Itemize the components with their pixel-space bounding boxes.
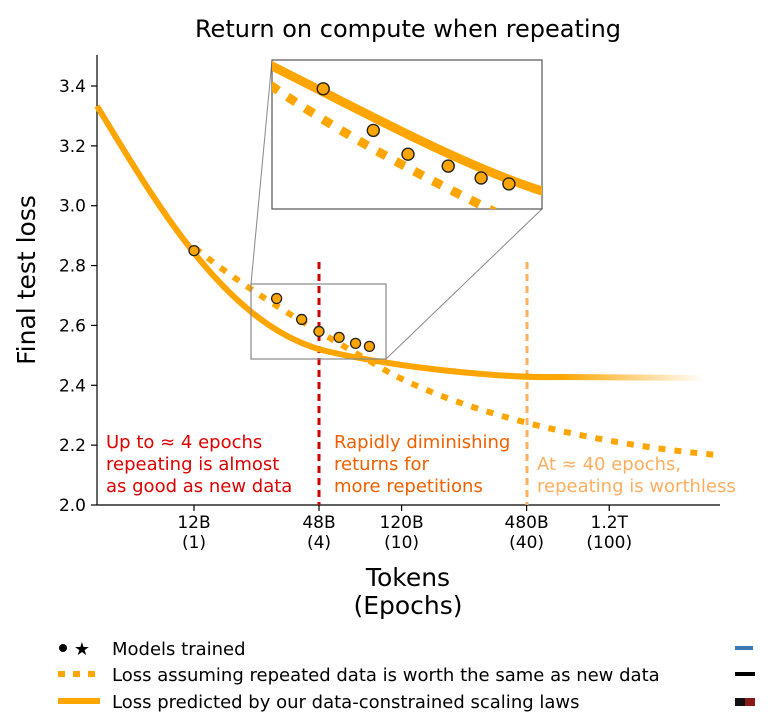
series-solid-line xyxy=(94,104,561,381)
model-point xyxy=(296,313,308,326)
x-tick-label-tokens: 1.2T xyxy=(591,513,629,533)
annotation-40-epochs: At ≈ 40 epochs, repeating is worthless xyxy=(537,454,736,497)
model-point xyxy=(363,340,376,353)
y-tick-label: 3.0 xyxy=(59,197,86,217)
x-tick-label-tokens: 480B xyxy=(505,513,549,533)
model-point xyxy=(313,325,325,338)
legend-color-swatch-black xyxy=(735,672,755,676)
legend-label-solid: Loss predicted by our data-constrained s… xyxy=(112,692,580,713)
y-tick-label: 2.4 xyxy=(59,376,86,396)
series-dotted-line xyxy=(193,245,719,458)
x-tick-label-tokens: 48B xyxy=(302,513,335,533)
y-axis-label: Final test loss xyxy=(12,195,41,365)
x-tick-label-epochs: (100) xyxy=(586,533,632,553)
y-tick-label: 2.8 xyxy=(59,257,86,277)
y-tick-label: 2.0 xyxy=(59,496,86,516)
zoom-box xyxy=(250,283,387,360)
inset-model-point xyxy=(316,82,330,96)
inset-model-point xyxy=(366,123,381,138)
x-axis-label-line2: (Epochs) xyxy=(353,591,462,620)
model-point xyxy=(188,244,200,257)
annotation-diminishing: Rapidly diminishing returns for more rep… xyxy=(334,432,516,497)
legend-label-dotted: Loss assuming repeated data is worth the… xyxy=(112,665,660,686)
x-axis-label-line1: Tokens xyxy=(365,563,450,592)
inset-model-point xyxy=(474,171,488,185)
inset-markers xyxy=(316,82,516,191)
legend-color-swatch-blue xyxy=(735,646,753,650)
y-tick-label: 3.4 xyxy=(59,77,86,97)
legend-star-marker: ★ xyxy=(74,639,90,660)
inset-model-point xyxy=(401,147,415,161)
x-tick-label-epochs: (40) xyxy=(509,533,544,553)
x-tick-label-tokens: 12B xyxy=(177,513,210,533)
y-tick-label: 3.2 xyxy=(59,137,86,157)
y-tick-label: 2.6 xyxy=(59,316,86,336)
legend-color-swatch-dark xyxy=(735,698,745,706)
zoom-connector-right xyxy=(385,208,543,360)
x-tick-label-epochs: (4) xyxy=(307,533,331,553)
chart-title: Return on compute when repeating xyxy=(195,15,621,43)
inset-plot xyxy=(271,59,543,210)
inset-model-point xyxy=(502,177,516,191)
inset-model-point xyxy=(441,159,455,173)
zoom-connector-left xyxy=(250,59,273,285)
legend: ★ Models trained Loss assuming repeated … xyxy=(58,639,755,713)
legend-dot-marker xyxy=(59,644,67,652)
model-markers xyxy=(188,244,376,353)
model-point xyxy=(333,331,345,344)
annotation-4-epochs: Up to ≈ 4 epochs repeating is almost as … xyxy=(106,432,292,497)
model-point xyxy=(270,292,283,305)
x-tick-label-tokens: 120B xyxy=(380,513,424,533)
x-tick-label-epochs: (1) xyxy=(182,533,206,553)
x-ticks: 12B(1) 48B(4) 120B(10) 480B(40) 1.2T(100) xyxy=(177,505,632,553)
y-tick-label: 2.2 xyxy=(59,436,86,456)
model-point xyxy=(349,337,362,350)
legend-label-models: Models trained xyxy=(112,639,246,660)
y-ticks: 2.0 2.2 2.4 2.6 2.8 3.0 3.2 3.4 xyxy=(59,77,97,516)
series-solid-fade xyxy=(559,374,706,381)
legend-color-swatch-red xyxy=(745,698,755,706)
x-tick-label-epochs: (10) xyxy=(384,533,419,553)
